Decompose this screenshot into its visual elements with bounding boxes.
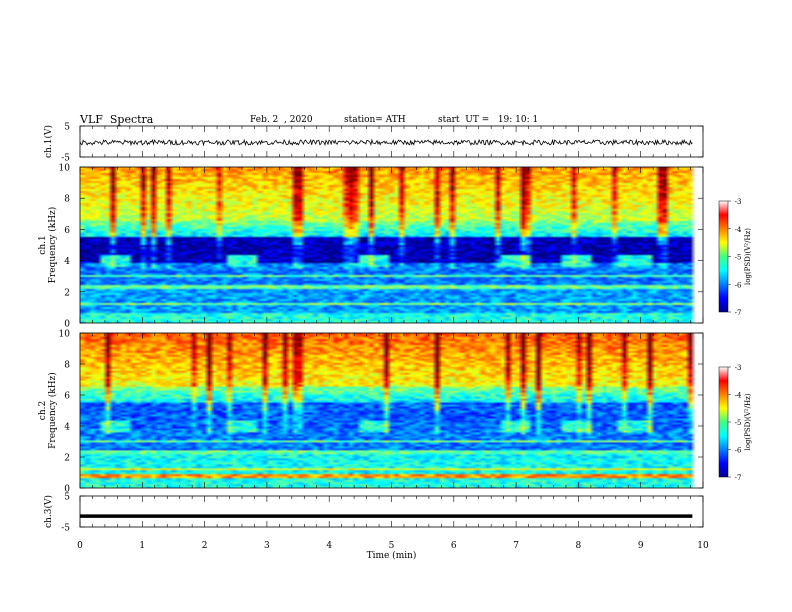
colorbar-tick-label: -3 (735, 364, 742, 372)
x-tick-label: 5 (389, 541, 395, 551)
y-tick-label: 2 (64, 454, 70, 464)
ch2-spectrogram-channel-label: ch.2 (38, 401, 48, 420)
colorbar-label: log(PSD)(V²/Hz) (744, 228, 752, 285)
y-tick-label: 5 (64, 493, 70, 503)
y-tick-label: -5 (61, 524, 70, 534)
spectrogram-image (80, 167, 703, 323)
x-tick-label: 2 (202, 541, 208, 551)
x-tick-label: 8 (576, 541, 582, 551)
y-tick-label: 6 (64, 392, 70, 402)
station-label: station= ATH (344, 115, 406, 125)
x-tick-label: 10 (697, 541, 709, 551)
start-time-label: start UT = 19: 10: 1 (438, 115, 539, 125)
colorbar-tick-label: -6 (735, 447, 742, 455)
y-tick-label: 0 (64, 320, 70, 330)
y-tick-label: 8 (64, 195, 70, 205)
colorbar-tick-label: -6 (735, 281, 742, 289)
spectrogram-image (80, 333, 703, 488)
x-tick-label: 6 (451, 541, 457, 551)
y-tick-label: 4 (64, 257, 70, 267)
ch1-spectrogram-channel-label: ch.1 (38, 235, 48, 254)
colorbar-tick-label: -3 (735, 198, 742, 206)
x-tick-label: 9 (638, 541, 644, 551)
y-tick-label: -5 (61, 154, 70, 164)
figure-title: VLF Spectra (80, 113, 154, 126)
colorbar-tick-label: -4 (735, 392, 742, 400)
ch1-axis-label: ch.1(V) (43, 125, 54, 158)
ch2-frequency-axis-label: Frequency (kHz) (47, 372, 58, 449)
y-tick-label: 0 (64, 485, 70, 495)
y-tick-label: 4 (64, 423, 70, 433)
x-tick-label: 4 (326, 541, 332, 551)
ch1-colorbar (718, 200, 729, 313)
colorbar-tick-label: -7 (735, 474, 742, 482)
colorbar-tick-label: -5 (735, 419, 742, 427)
ch1-waveform-line (79, 138, 693, 147)
ch2-colorbar (718, 366, 729, 478)
y-tick-label: 2 (64, 288, 70, 298)
colorbar-tick-label: -5 (735, 254, 742, 262)
x-tick-label: 1 (139, 541, 145, 551)
colorbar-tick-label: -7 (735, 309, 742, 317)
colorbar-label: log(PSD)(V²/Hz) (744, 393, 752, 450)
y-tick-label: 5 (64, 123, 70, 133)
ch3-axis-label: ch.3(V) (43, 495, 54, 528)
y-tick-label: 10 (59, 330, 71, 340)
x-axis-label: Time (min) (367, 550, 417, 561)
x-tick-label: 0 (77, 541, 83, 551)
colorbar-tick-label: -4 (735, 226, 742, 234)
y-tick-label: 10 (59, 164, 71, 174)
date-label: Feb. 2 , 2020 (250, 115, 313, 125)
x-tick-label: 7 (513, 541, 519, 551)
y-tick-label: 6 (64, 226, 70, 236)
y-tick-label: 8 (64, 361, 70, 371)
ch1-frequency-axis-label: Frequency (kHz) (47, 207, 58, 284)
x-tick-label: 3 (264, 541, 270, 551)
